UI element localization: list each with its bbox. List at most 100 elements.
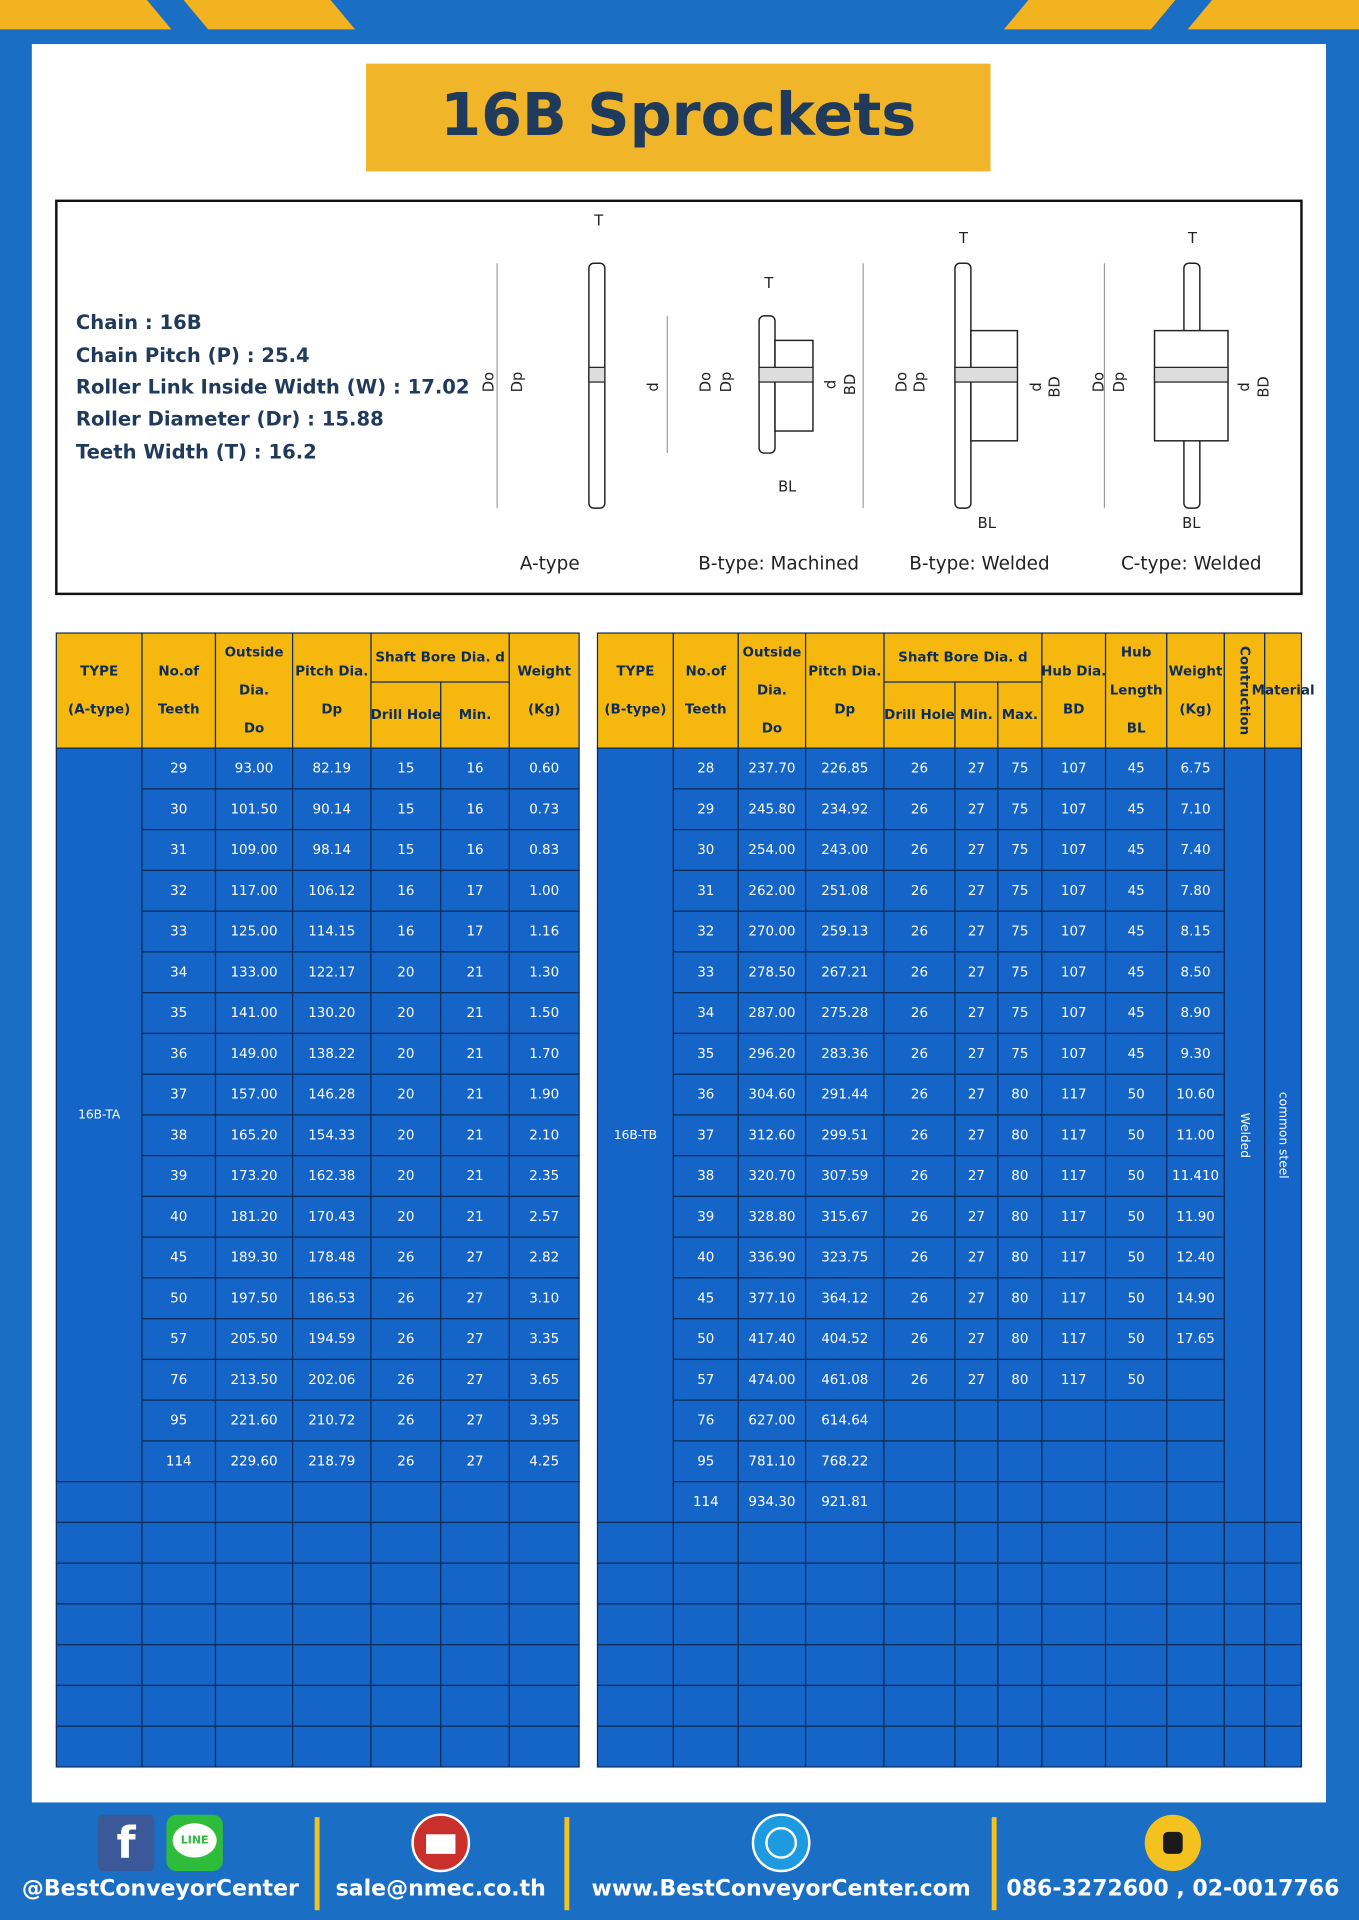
empty-cell bbox=[214, 1481, 294, 1524]
body-cell bbox=[737, 910, 807, 953]
cell-value: 243.00 bbox=[821, 843, 868, 858]
empty-cell bbox=[1264, 1725, 1303, 1768]
empty-cell bbox=[804, 1684, 885, 1727]
empty-cell bbox=[292, 1725, 372, 1768]
globe bbox=[765, 1826, 798, 1859]
body-cell bbox=[440, 1277, 510, 1320]
group-header-cell bbox=[370, 632, 510, 683]
body-cell bbox=[1104, 1440, 1168, 1483]
body-cell bbox=[1041, 747, 1107, 790]
footer: f LINE @BestConveyorCenter sale@nmec.co.… bbox=[22, 1813, 1339, 1911]
empty-cell bbox=[55, 1644, 143, 1687]
body-cell bbox=[1104, 1318, 1168, 1361]
cell-value: 31 bbox=[697, 884, 714, 899]
sprocket-hub bbox=[1153, 329, 1229, 442]
header-label: No.of bbox=[685, 665, 726, 680]
empty-cell bbox=[1264, 1644, 1303, 1687]
header-label: No.of bbox=[158, 665, 199, 680]
cell-value: 107 bbox=[1061, 762, 1087, 777]
body-cell bbox=[954, 1195, 999, 1238]
header-label: Min. bbox=[459, 708, 492, 723]
cell-value: 26 bbox=[911, 1006, 928, 1021]
body-cell bbox=[1166, 869, 1225, 912]
line-bubble bbox=[172, 1823, 217, 1858]
body-cell bbox=[141, 747, 217, 790]
body-cell bbox=[804, 829, 885, 872]
cell-value: 141.00 bbox=[231, 1006, 278, 1021]
empty-cell bbox=[1041, 1684, 1107, 1727]
cell-value: 133.00 bbox=[231, 965, 278, 980]
cell-value: 194.59 bbox=[308, 1332, 355, 1347]
cell-value: 117 bbox=[1061, 1088, 1087, 1103]
cell-value: 45 bbox=[1128, 843, 1145, 858]
cell-value: 2.57 bbox=[529, 1210, 559, 1225]
cell-value: 173.20 bbox=[231, 1169, 278, 1184]
empty-cell bbox=[1041, 1644, 1107, 1687]
body-cell bbox=[1041, 1155, 1107, 1198]
cell-value: 8.15 bbox=[1181, 925, 1211, 940]
body-cell bbox=[214, 951, 294, 994]
body-cell bbox=[883, 1277, 956, 1320]
empty-cell bbox=[672, 1725, 739, 1768]
cell-value: 80 bbox=[1011, 1088, 1028, 1103]
empty-cell bbox=[370, 1603, 442, 1646]
cell-value: 45 bbox=[1128, 925, 1145, 940]
empty-cell bbox=[997, 1603, 1043, 1646]
cell-value: 45 bbox=[1128, 884, 1145, 899]
cell-value: 237.70 bbox=[748, 762, 795, 777]
cell-value: 50 bbox=[170, 1291, 187, 1306]
body-cell bbox=[214, 869, 294, 912]
cell-value: 26 bbox=[911, 1373, 928, 1388]
cell-value: 27 bbox=[968, 965, 985, 980]
cell-value: 39 bbox=[697, 1210, 714, 1225]
empty-cell bbox=[804, 1725, 885, 1768]
body-cell bbox=[883, 788, 956, 831]
empty-cell bbox=[883, 1521, 956, 1564]
diagram-caption: B-type: Welded bbox=[909, 553, 1049, 574]
empty-cell bbox=[440, 1481, 510, 1524]
body-cell bbox=[370, 1114, 442, 1157]
cell-value: 50 bbox=[1128, 1251, 1145, 1266]
cell-value: 33 bbox=[697, 965, 714, 980]
cell-value: 21 bbox=[466, 1047, 483, 1062]
spec-line: Chain : 16B bbox=[76, 311, 202, 334]
cell-value: 0.73 bbox=[529, 802, 559, 817]
header-cell bbox=[804, 632, 885, 749]
body-cell bbox=[672, 1195, 739, 1238]
cell-value: 17.65 bbox=[1176, 1332, 1215, 1347]
body-cell bbox=[997, 1481, 1043, 1524]
body-cell bbox=[292, 1114, 372, 1157]
cell-value: 304.60 bbox=[748, 1088, 795, 1103]
empty-cell bbox=[997, 1562, 1043, 1605]
body-cell bbox=[672, 788, 739, 831]
stripe bbox=[0, 0, 172, 30]
body-cell bbox=[883, 1358, 956, 1401]
body-cell bbox=[508, 910, 580, 953]
header-cell bbox=[214, 632, 294, 749]
cell-value: 157.00 bbox=[231, 1088, 278, 1103]
cell-value: 315.67 bbox=[821, 1210, 868, 1225]
cell-value: 117.00 bbox=[231, 884, 278, 899]
cell-value: 336.90 bbox=[748, 1251, 795, 1266]
body-cell bbox=[370, 1440, 442, 1483]
body-cell bbox=[440, 1358, 510, 1401]
cell-value: 107 bbox=[1061, 802, 1087, 817]
cell-value: 165.20 bbox=[231, 1128, 278, 1143]
body-cell bbox=[883, 869, 956, 912]
empty-cell bbox=[1264, 1521, 1303, 1564]
empty-cell bbox=[1223, 1684, 1266, 1727]
header-cell bbox=[141, 632, 217, 749]
cell-value: 26 bbox=[911, 1210, 928, 1225]
body-cell bbox=[1104, 992, 1168, 1035]
body-cell bbox=[292, 788, 372, 831]
dimension-label: BL bbox=[978, 515, 997, 532]
body-cell bbox=[804, 992, 885, 1035]
phone: 086-3272600 , 02-0017766 bbox=[1006, 1876, 1339, 1901]
cell-value: 21 bbox=[466, 965, 483, 980]
header-cell bbox=[672, 632, 739, 749]
sprocket-plate bbox=[588, 262, 606, 509]
empty-cell bbox=[596, 1603, 674, 1646]
cell-value: 27 bbox=[968, 1006, 985, 1021]
line-glyph: LINE bbox=[181, 1833, 209, 1846]
